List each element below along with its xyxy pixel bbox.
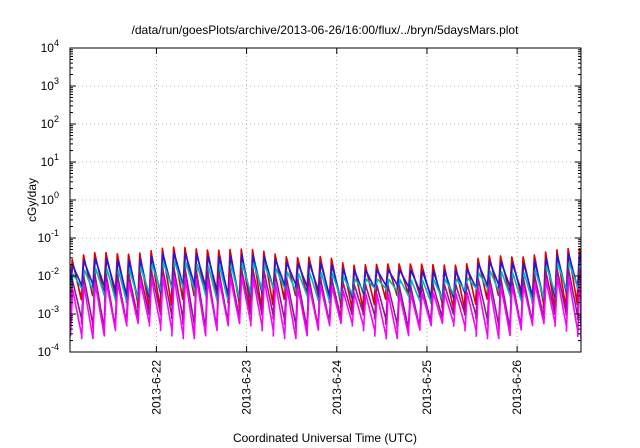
y-tick-label: 10-3 [38, 304, 59, 321]
series-line [70, 276, 581, 340]
y-tick-label: 10-1 [38, 228, 59, 245]
y-tick-label: 103 [41, 76, 59, 93]
x-tick-label: 2013-6-23 [240, 360, 254, 415]
x-axis-label: Coordinated Universal Time (UTC) [233, 431, 417, 445]
y-tick-label: 104 [41, 38, 59, 55]
y-tick-label: 100 [41, 190, 59, 207]
ticks [70, 47, 581, 353]
grid [70, 48, 581, 352]
x-tick-label: 2013-6-25 [420, 360, 434, 415]
y-axis-label: cGy/day [25, 178, 39, 222]
series-group [70, 246, 581, 340]
y-tick-label: 10-4 [38, 342, 59, 359]
y-tick-labels: 10-4 10-3 10-2 10-1 100 101 102 103 104 [38, 38, 59, 359]
y-tick-label: 102 [41, 114, 59, 131]
chart-title: /data/run/goesPlots/archive/2013-06-26/1… [132, 23, 520, 37]
x-tick-label: 2013-6-24 [330, 360, 344, 415]
x-tick-labels: 2013-6-22 2013-6-23 2013-6-24 2013-6-25 2013… [149, 360, 524, 415]
x-tick-label: 2013-6-26 [510, 360, 524, 415]
x-tick-label: 2013-6-22 [149, 360, 163, 415]
y-tick-label: 10-2 [38, 266, 59, 283]
y-tick-label: 101 [41, 152, 59, 169]
